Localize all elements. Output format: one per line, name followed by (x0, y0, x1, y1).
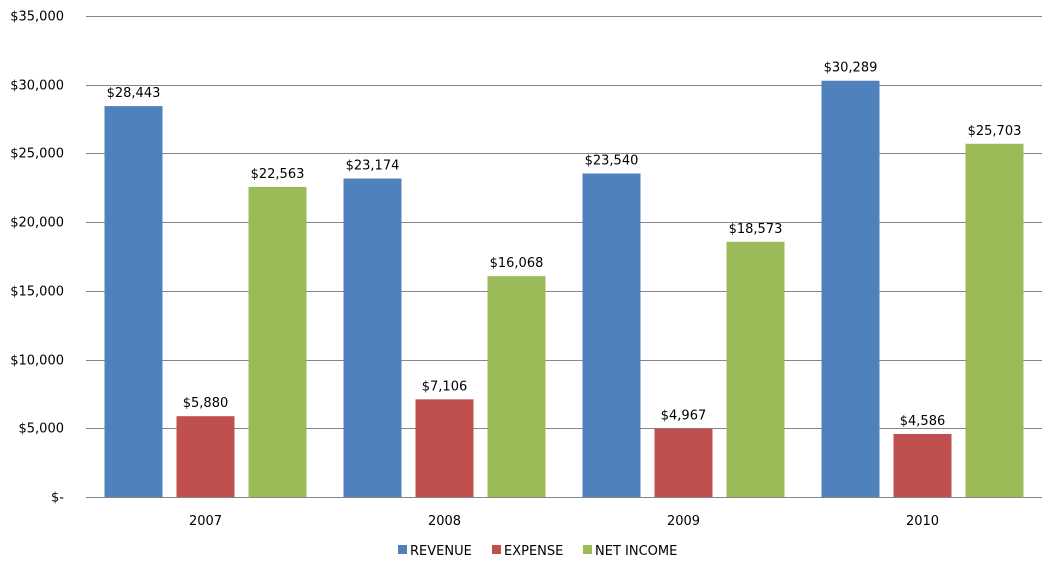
bar-expense-2007 (176, 416, 235, 497)
data-labels: $28,443 $5,880 $22,563 $23,174 $7,106 $16,068… (107, 61, 1022, 429)
x-tick-label: 2010 (906, 514, 939, 529)
legend-label: EXPENSE (504, 544, 563, 559)
data-label: $23,174 (346, 159, 400, 174)
legend: REVENUE EXPENSE NET INCOME (398, 544, 677, 559)
y-tick-label: $10,000 (10, 354, 64, 369)
legend-label: NET INCOME (595, 544, 677, 559)
x-axis-ticks: 2007 2008 2009 2010 (189, 514, 939, 529)
bar-revenue-2009 (582, 173, 641, 497)
bar-expense-2008 (415, 399, 474, 497)
gridlines (86, 16, 1042, 498)
y-tick-label: $15,000 (10, 285, 64, 300)
bar-revenue-2007 (104, 106, 163, 498)
data-label: $25,703 (968, 124, 1022, 139)
data-label: $18,573 (729, 222, 783, 237)
bar-net-income-2010 (965, 143, 1024, 498)
y-axis-ticks: $- $5,000 $10,000 $15,000 $20,000 $25,000 $30,… (10, 10, 64, 506)
y-tick-label: $20,000 (10, 216, 64, 231)
data-label: $7,106 (422, 379, 468, 394)
y-tick-label: $5,000 (19, 422, 65, 437)
x-tick-label: 2008 (428, 514, 461, 529)
data-label: $16,068 (490, 256, 544, 271)
legend-swatch-expense (492, 545, 501, 554)
bar-expense-2010 (893, 433, 952, 497)
data-label: $23,540 (585, 153, 639, 168)
legend-swatch-revenue (398, 545, 407, 554)
data-label: $28,443 (107, 86, 161, 101)
y-tick-label: $30,000 (10, 79, 64, 94)
legend-swatch-net-income (583, 545, 592, 554)
legend-label: REVENUE (410, 544, 472, 559)
y-tick-label: $35,000 (10, 10, 64, 25)
bar-net-income-2008 (487, 276, 546, 497)
bar-net-income-2009 (726, 241, 785, 497)
y-tick-label: $25,000 (10, 147, 64, 162)
x-tick-label: 2007 (189, 514, 222, 529)
y-tick-label: $- (51, 491, 64, 506)
data-label: $5,880 (183, 396, 229, 411)
data-label: $22,563 (251, 167, 305, 182)
bar-revenue-2008 (343, 178, 402, 498)
bar-revenue-2010 (821, 80, 880, 497)
bar-net-income-2007 (248, 186, 307, 497)
data-label: $4,586 (900, 414, 946, 429)
bar-expense-2009 (654, 428, 713, 497)
data-label: $30,289 (824, 61, 878, 76)
data-label: $4,967 (661, 409, 707, 424)
x-tick-label: 2009 (667, 514, 700, 529)
bars (104, 80, 1024, 498)
